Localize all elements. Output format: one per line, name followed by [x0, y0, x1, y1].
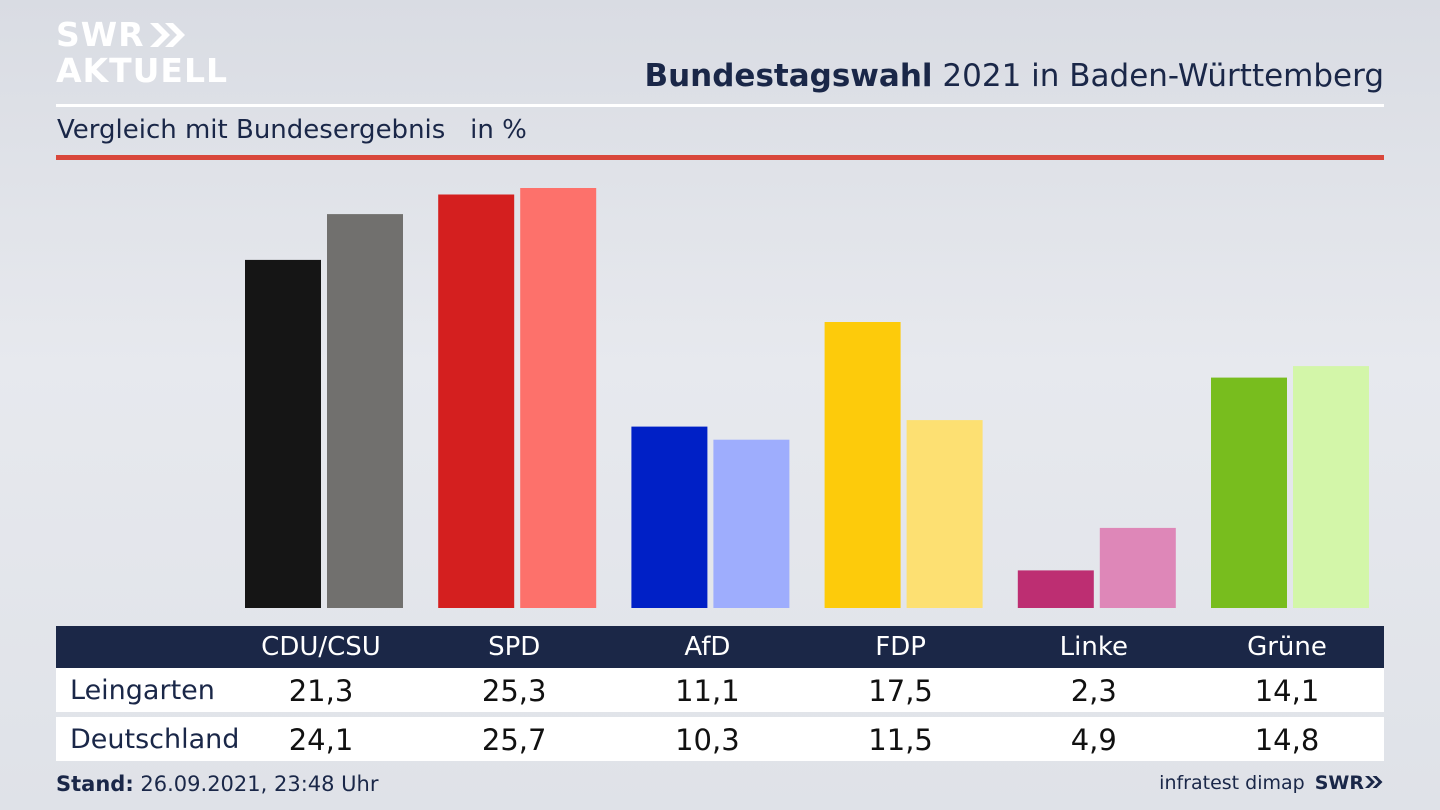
- swr-small-logo-text: SWR: [1314, 772, 1364, 794]
- column-header: FDP: [875, 632, 926, 662]
- chart-title-bold: Bundestagswahl: [644, 58, 933, 94]
- bar-linke-deutschland: [1099, 527, 1176, 608]
- chart-subtitle: Vergleich mit Bundesergebnis in %: [57, 115, 527, 145]
- table-cell: 4,9: [1070, 723, 1117, 757]
- table-row: Leingarten 21,3 25,3 11,1 17,5 2,3 14,1: [56, 668, 1384, 712]
- swr-aktuell-logo: SWR AKTUELL: [56, 18, 228, 87]
- table-cell: 11,1: [675, 674, 740, 708]
- bar-fdp-deutschland: [906, 420, 983, 608]
- bar-gr-ne-deutschland: [1293, 366, 1369, 608]
- stand-value: 26.09.2021, 23:48 Uhr: [133, 772, 379, 796]
- bar-linke-leingarten: [1017, 570, 1094, 608]
- column-header: Grüne: [1247, 632, 1327, 662]
- bar-chart: [245, 188, 1369, 608]
- column-header: SPD: [488, 632, 541, 662]
- chevrons-small-icon: [1365, 776, 1383, 788]
- bar-spd-leingarten: [438, 194, 515, 608]
- column-header: Linke: [1059, 632, 1128, 662]
- column-header: AfD: [684, 632, 731, 662]
- timestamp: Stand: 26.09.2021, 23:48 Uhr: [56, 772, 379, 796]
- table-cell: 2,3: [1070, 674, 1117, 708]
- column-header: CDU/CSU: [261, 632, 381, 662]
- bar-cdu-csu-deutschland: [327, 214, 403, 608]
- swr-small-logo: SWR: [1315, 772, 1384, 794]
- bar-afd-leingarten: [631, 426, 708, 608]
- row-label: Leingarten: [70, 675, 215, 706]
- results-table: CDU/CSU SPD AfD FDP Linke Grüne Leingarten 21…: [56, 626, 1384, 761]
- logo-line1: SWR: [56, 15, 145, 54]
- chart-title-rest: 2021 in Baden-Württemberg: [932, 58, 1384, 94]
- table-cell: 25,3: [481, 674, 547, 708]
- table-cell: 21,3: [288, 674, 354, 708]
- table-row: Deutschland 24,1 25,7 10,3 11,5 4,9 14,8: [56, 717, 1384, 761]
- table-cell: 25,7: [481, 723, 547, 757]
- source-credit: infratest dimap SWR: [1159, 772, 1384, 794]
- chart-title: Bundestagswahl 2021 in Baden-Württemberg: [644, 58, 1384, 94]
- bar-spd-deutschland: [520, 188, 597, 608]
- bar-afd-deutschland: [713, 439, 790, 608]
- stand-label: Stand:: [56, 772, 134, 796]
- row-label: Deutschland: [70, 724, 240, 755]
- bar-gr-ne-leingarten: [1211, 377, 1287, 608]
- table-cell: 14,8: [1254, 723, 1320, 757]
- source-text: infratest dimap: [1159, 772, 1305, 794]
- bar-fdp-leingarten: [824, 322, 901, 608]
- title-divider: [56, 104, 1384, 107]
- table-cell: 14,1: [1254, 674, 1320, 708]
- subtitle-divider: [56, 155, 1384, 160]
- chevrons-icon: [149, 22, 185, 47]
- bar-cdu-csu-leingarten: [245, 259, 321, 608]
- table-cell: 24,1: [288, 723, 354, 757]
- table-header: CDU/CSU SPD AfD FDP Linke Grüne: [56, 626, 1384, 668]
- table-cell: 11,5: [868, 723, 933, 757]
- logo-line2: AKTUELL: [56, 51, 229, 90]
- table-cell: 10,3: [675, 723, 740, 757]
- table-cell: 17,5: [868, 674, 933, 708]
